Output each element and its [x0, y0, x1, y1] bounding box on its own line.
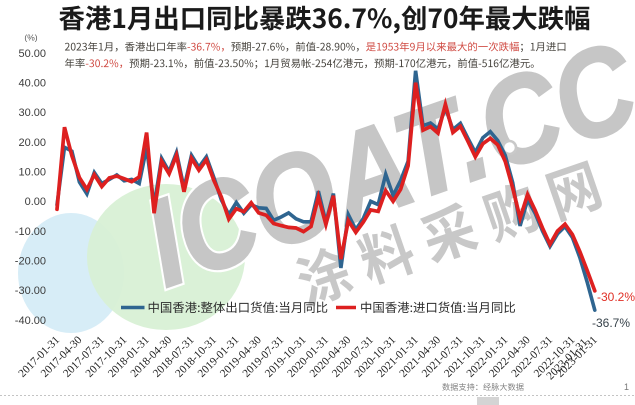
svg-text:(%): (%) — [24, 33, 37, 43]
svg-text:20.00: 20.00 — [18, 137, 46, 149]
svg-text:10.00: 10.00 — [18, 167, 46, 179]
svg-text:30.00: 30.00 — [18, 107, 46, 119]
svg-text:40.00: 40.00 — [18, 78, 46, 90]
svg-text:0.00: 0.00 — [25, 196, 46, 208]
svg-text:-20.00: -20.00 — [15, 256, 46, 268]
svg-text:-36.7%: -36.7% — [592, 316, 630, 330]
svg-text:50.00: 50.00 — [18, 48, 46, 60]
svg-text:-40.00: -40.00 — [15, 315, 46, 327]
svg-text:1: 1 — [624, 382, 629, 392]
svg-text:-30.2%: -30.2% — [597, 290, 635, 304]
svg-text:-30.00: -30.00 — [15, 285, 46, 297]
svg-text:-10.00: -10.00 — [15, 226, 46, 238]
